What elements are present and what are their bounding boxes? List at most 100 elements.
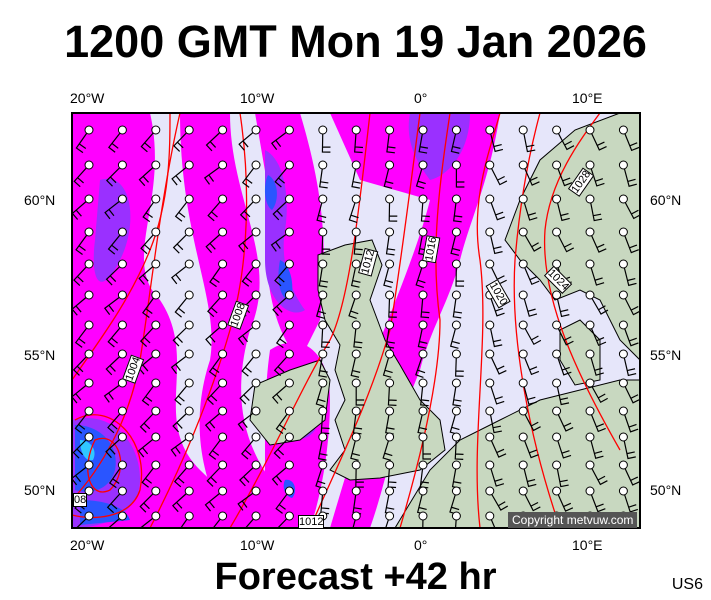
wind-barb: [485, 227, 503, 255]
lon-label-bottom: 20°W: [70, 537, 105, 553]
wind-barb: [348, 194, 361, 223]
wind-barb: [72, 432, 94, 459]
wind-barb: [518, 460, 537, 488]
wind-barb: [272, 290, 294, 317]
wind-barb: [75, 511, 94, 528]
wind-barb: [318, 125, 331, 153]
wind-barb: [385, 460, 397, 489]
wind-barb: [318, 486, 330, 515]
wind-barb: [382, 349, 395, 378]
wind-barb: [618, 320, 639, 347]
lon-label-top: 20°W: [70, 90, 105, 106]
wind-barb: [315, 290, 328, 319]
wind-barb: [451, 194, 463, 223]
wind-barb: [485, 160, 508, 186]
wind-barb: [451, 460, 462, 489]
wind-barb: [204, 486, 228, 512]
wind-barb: [585, 349, 604, 376]
wind-barb: [451, 511, 461, 528]
wind-barb: [142, 290, 161, 318]
wind-barb: [74, 406, 94, 434]
wind-barb: [618, 227, 639, 254]
wind-barb: [270, 227, 294, 252]
wind-barb: [271, 460, 294, 486]
wind-barb: [205, 320, 228, 346]
wind-barb: [237, 486, 261, 511]
wind-barb: [585, 125, 607, 151]
wind-barb: [275, 406, 294, 434]
wind-barb: [350, 432, 361, 461]
wind-barb: [173, 125, 194, 152]
wind-barb: [241, 160, 261, 188]
wind-barb: [618, 460, 640, 486]
region-code: US6: [671, 576, 703, 593]
wind-barb: [518, 406, 541, 432]
lat-label-left: 60°N: [24, 192, 56, 208]
wind-barb: [552, 125, 575, 151]
wind-barb: [449, 320, 461, 349]
wind-barb: [274, 160, 294, 188]
wind-barb: [518, 125, 536, 153]
wind-barb: [138, 259, 161, 285]
wind-barb: [383, 259, 395, 288]
wind-barb: [485, 378, 505, 405]
wind-barb: [415, 259, 428, 288]
wind-barb: [241, 349, 261, 377]
wind-barb: [451, 349, 464, 377]
wind-barb: [383, 160, 395, 189]
lon-label-top: 10°E: [572, 90, 603, 106]
wind-barb: [417, 320, 428, 349]
wind-barb: [318, 227, 331, 255]
wind-barb: [172, 227, 194, 254]
wind-barb: [171, 259, 194, 285]
wind-barb: [108, 125, 127, 153]
isobar-label: 1012: [298, 515, 325, 529]
wind-barb: [105, 349, 127, 376]
wind-barb: [351, 227, 363, 256]
wind-barb: [205, 227, 228, 254]
wind-barb: [585, 460, 608, 486]
wind-barb: [485, 125, 504, 153]
wind-barb: [585, 259, 605, 286]
wind-barb: [385, 227, 396, 256]
lat-label-right: 55°N: [650, 347, 682, 363]
wind-barb: [238, 125, 261, 151]
wind-barb: [107, 406, 127, 434]
wind-barb: [173, 460, 194, 488]
wind-barb: [212, 511, 228, 528]
wind-barb: [209, 259, 228, 288]
wind-barb: [72, 349, 94, 376]
wind-barb-layer: [72, 125, 640, 528]
wind-barb: [206, 460, 228, 487]
wind-barb: [351, 125, 364, 154]
wind-barb: [585, 227, 607, 253]
wind-barb: [451, 160, 465, 188]
forecast-label: Forecast +42 hr: [214, 556, 497, 598]
wind-barb: [170, 349, 194, 374]
wind-barb: [518, 349, 540, 376]
wind-barb: [170, 432, 194, 457]
wind-barb: [585, 486, 606, 513]
wind-barb: [208, 349, 228, 377]
denmark: [559, 319, 601, 386]
wind-barb: [518, 259, 540, 286]
wind-barb: [207, 194, 228, 222]
wind-barb: [585, 320, 607, 347]
wind-barb: [75, 227, 94, 255]
wind-barb: [618, 259, 637, 287]
wind-barb: [351, 511, 361, 528]
wind-barb: [552, 160, 573, 187]
wind-barb: [276, 511, 294, 528]
wind-barb: [385, 290, 398, 318]
wind-barb: [180, 511, 194, 528]
wind-barb: [585, 160, 605, 187]
wind-barb: [518, 194, 538, 221]
wind-barb: [382, 432, 395, 461]
wind-barb: [552, 406, 574, 432]
wind-barb: [107, 227, 127, 255]
lon-label-bottom: 10°W: [240, 537, 275, 553]
isobar-label: 08: [73, 493, 88, 507]
wind-barb: [72, 378, 94, 404]
wind-barb: [451, 259, 465, 287]
wind-barb: [618, 486, 638, 513]
